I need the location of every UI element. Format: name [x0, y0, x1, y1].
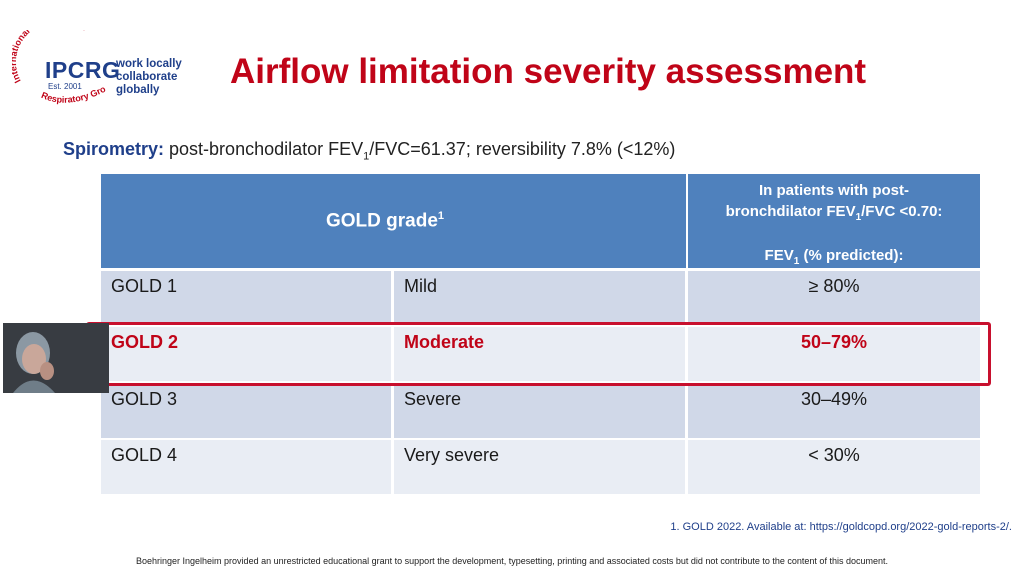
- logo-established: Est. 2001: [48, 82, 82, 91]
- logo-tagline: work locally collaborate globally: [116, 58, 222, 97]
- header-fev1-line2: bronchdilator FEV1/FVC <0.70:: [725, 203, 943, 223]
- row-grade: GOLD 3: [111, 389, 178, 409]
- row-severity: Severe: [404, 389, 462, 409]
- header-cell-grade: GOLD grade1: [101, 174, 686, 268]
- row-severity: Very severe: [404, 445, 500, 465]
- gold-2-highlight-box: [86, 322, 991, 386]
- spirometry-text-sub: 1: [363, 150, 370, 163]
- logo-tagline-2: collaborate globally: [116, 71, 178, 96]
- table-row: GOLD 4 Very severe < 30%: [101, 440, 980, 494]
- header-fev1-line3: FEV1 (% predicted):: [764, 247, 904, 267]
- row-grade: GOLD 2: [111, 332, 179, 352]
- table-row: GOLD 1 Mild ≥ 80%: [101, 271, 980, 325]
- page-title: Airflow limitation severity assessment: [230, 52, 867, 91]
- spirometry-line: Spirometry: post-bronchodilator FEV1/FVC…: [63, 139, 675, 163]
- table-row-highlighted: GOLD 2 Moderate 50–79%: [101, 327, 980, 381]
- reference-note: 1. GOLD 2022. Available at: https://gold…: [670, 521, 1012, 533]
- row-severity: Moderate: [404, 332, 485, 352]
- spirometry-text-post: /FVC=61.37; reversibility 7.8% (<12%): [369, 139, 676, 159]
- logo-ring-graphic: International Primary Care Respiratory G…: [12, 30, 108, 105]
- row-fev1: < 30%: [808, 445, 860, 465]
- header-cell-fev1: In patients with post- bronchdilator FEV…: [688, 174, 980, 268]
- spirometry-text-pre: post-bronchodilator FEV: [164, 139, 364, 159]
- patient-photo: [3, 323, 109, 393]
- table-row: GOLD 3 Severe 30–49%: [101, 384, 980, 438]
- spirometry-label: Spirometry:: [63, 139, 165, 159]
- row-fev1: ≥ 80%: [808, 276, 860, 296]
- sponsor-disclaimer: Boehringer Ingelheim provided an unrestr…: [136, 556, 888, 566]
- header-fev1-line1: In patients with post-: [759, 182, 909, 199]
- logo-acronym: IPCRG: [45, 57, 121, 83]
- row-fev1: 30–49%: [800, 389, 868, 409]
- row-grade: GOLD 1: [111, 276, 178, 296]
- logo-tagline-1: work locally: [116, 58, 182, 70]
- header-grade-footnote: 1: [437, 210, 445, 222]
- row-grade: GOLD 4: [111, 445, 178, 465]
- header-grade-label: GOLD grade1: [326, 210, 445, 232]
- row-severity: Mild: [404, 276, 438, 296]
- ipcrg-logo: International Primary Care Respiratory G…: [12, 30, 222, 112]
- row-fev1: 50–79%: [800, 332, 868, 352]
